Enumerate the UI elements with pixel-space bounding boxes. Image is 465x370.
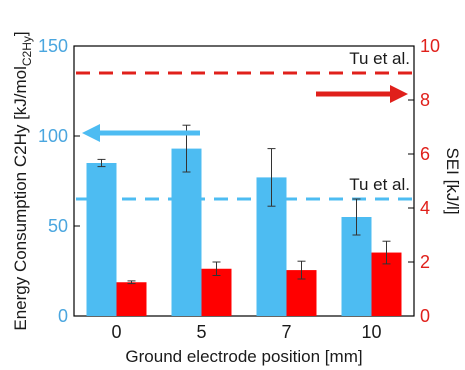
right-tick-label: 8 [420, 90, 430, 110]
left-axis-title: Energy Consumption C2Hy [kJ/molC2Hy] [11, 31, 34, 330]
left-tick-label: 100 [38, 126, 68, 146]
left-arrow-head [82, 124, 100, 142]
reference-label-right: Tu et al. [349, 49, 410, 68]
x-tick-label: 7 [281, 322, 291, 342]
reference-lines: Tu et al. Tu et al. [76, 49, 412, 201]
x-axis: 0 5 7 10 [111, 322, 381, 342]
x-tick-label: 5 [196, 322, 206, 342]
right-tick-label: 4 [420, 198, 430, 218]
bar-left-5 [171, 148, 202, 316]
left-axis: 0 50 100 150 [38, 36, 80, 326]
plot-frame [73, 45, 415, 317]
right-tick-label: 6 [420, 144, 430, 164]
right-tick-label: 0 [420, 306, 430, 326]
left-tick-label: 50 [48, 216, 68, 236]
bar-series [86, 148, 402, 316]
right-axis: 0 2 4 6 8 10 [408, 36, 440, 326]
right-axis-title: SEI [kJ/l] [443, 147, 462, 214]
x-tick-label: 10 [361, 322, 381, 342]
bar-left-0 [86, 163, 117, 316]
right-arrow-head [390, 85, 408, 103]
axis-arrows [82, 85, 408, 142]
left-axis-title-subscript: C2Hy [20, 36, 34, 66]
left-axis-title-close: ] [11, 31, 30, 36]
bar-right-5 [201, 268, 232, 316]
x-tick-label: 0 [111, 322, 121, 342]
right-tick-label: 10 [420, 36, 440, 56]
left-tick-label: 150 [38, 36, 68, 56]
bar-right-0 [116, 282, 147, 316]
reference-label-left: Tu et al. [349, 175, 410, 194]
left-axis-title-main: Energy Consumption C2Hy [kJ/mol [11, 66, 30, 331]
left-tick-label: 0 [58, 306, 68, 326]
x-axis-title: Ground electrode position [mm] [125, 347, 362, 366]
right-tick-label: 2 [420, 252, 430, 272]
